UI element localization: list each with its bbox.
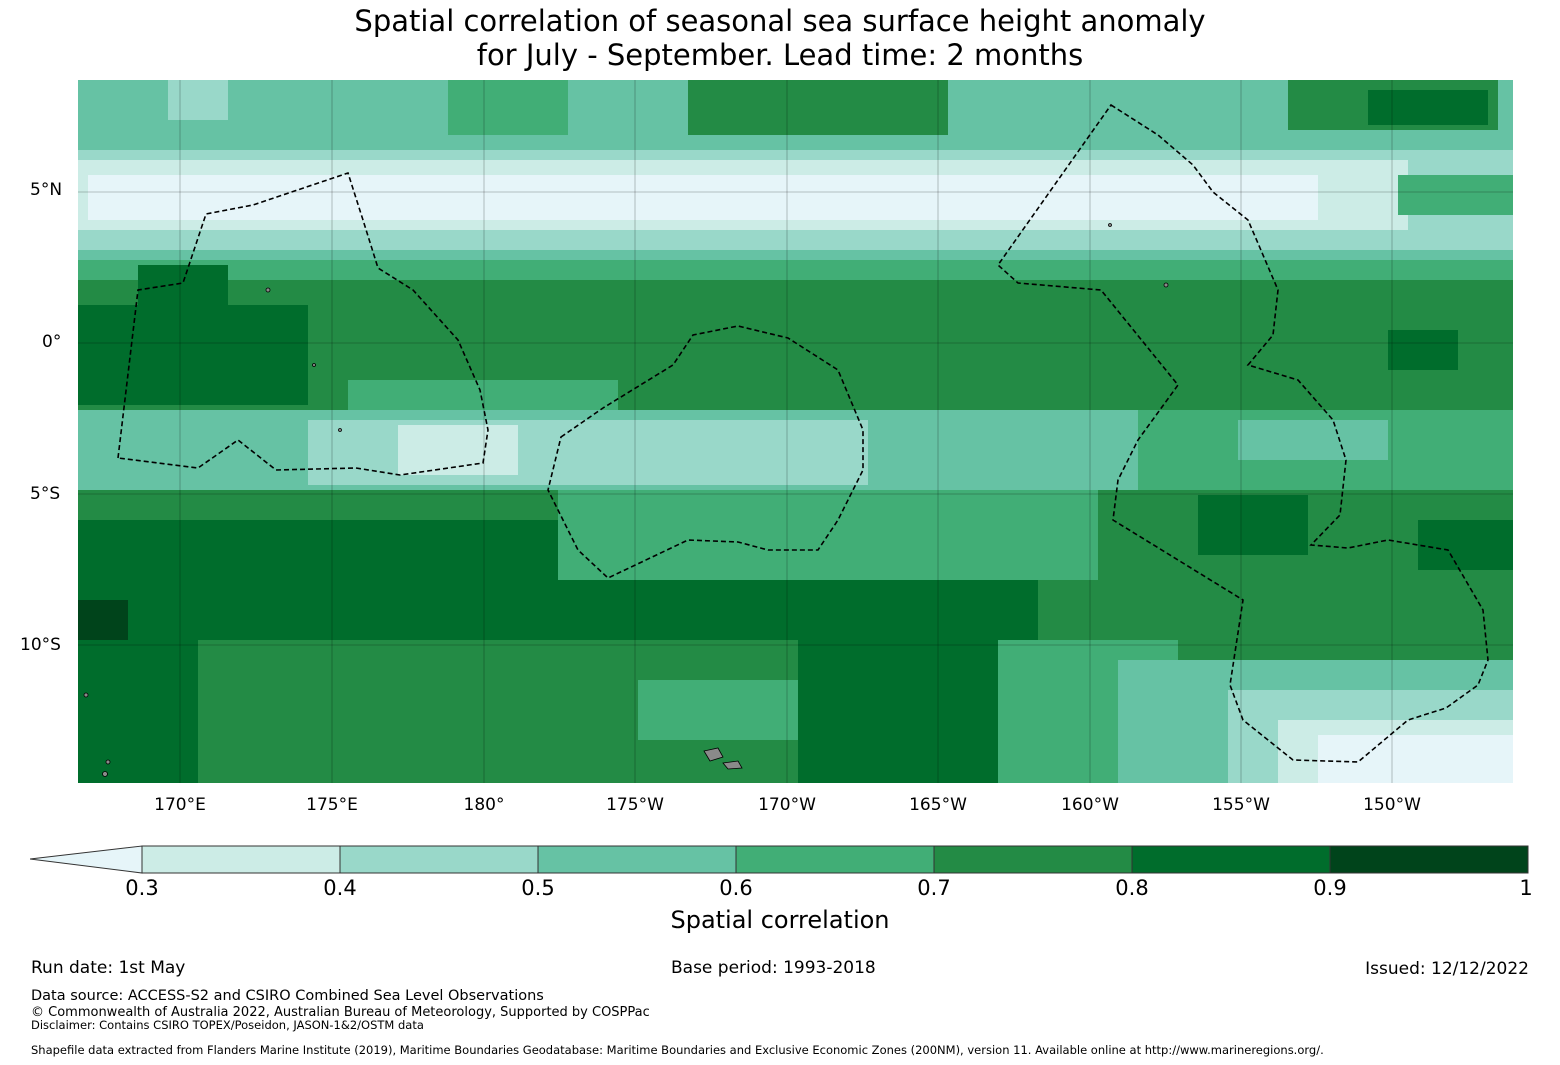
disclaimer: Disclaimer: Contains CSIRO TOPEX/Poseido… — [31, 1018, 424, 1032]
lon-label-175e: 175°E — [306, 795, 358, 815]
colorbar-tick-0.3: 0.3 — [125, 876, 159, 900]
colorbar-tick-0.7: 0.7 — [917, 876, 951, 900]
base-period: Base period: 1993-2018 — [671, 958, 876, 978]
colorbar-tick-0.9: 0.9 — [1313, 876, 1347, 900]
graticule — [78, 80, 1513, 783]
colorbar-segment-5 — [933, 845, 1133, 874]
lon-label-155w: 155°W — [1212, 795, 1270, 815]
islands — [83, 223, 1169, 777]
run-date: Run date: 1st May — [31, 958, 186, 978]
colorbar-tick-0.8: 0.8 — [1115, 876, 1149, 900]
map-title-line1: Spatial correlation of seasonal sea surf… — [354, 4, 1206, 38]
colorbar-segment-6 — [1131, 845, 1331, 874]
colorbar-segment-3 — [537, 845, 737, 874]
colorbar-label: Spatial correlation — [670, 906, 890, 934]
colorbar-segment-2 — [339, 845, 539, 874]
lon-label-175w: 175°W — [606, 795, 664, 815]
map-background — [78, 80, 1513, 783]
colorbar-tick-0.5: 0.5 — [521, 876, 555, 900]
issued-date: Issued: 12/12/2022 — [1365, 959, 1529, 979]
shapefile-credit: Shapefile data extracted from Flanders M… — [31, 1043, 1324, 1057]
correlation-map — [78, 80, 1513, 783]
lon-label-170e: 170°E — [154, 795, 206, 815]
colorbar-tick-0.6: 0.6 — [719, 876, 753, 900]
lon-label-150w: 150°W — [1363, 795, 1421, 815]
lat-label-5s: 5°S — [30, 484, 61, 504]
colorbar-extend-arrow — [30, 845, 143, 874]
eez-boundaries — [117, 103, 1489, 763]
lon-label-170w: 170°W — [758, 795, 816, 815]
colorbar-segment-4 — [735, 845, 935, 874]
lon-label-160w: 160°W — [1061, 795, 1119, 815]
map-title-line2: for July - September. Lead time: 2 month… — [476, 38, 1084, 72]
lat-label-0: 0° — [42, 332, 62, 352]
lat-label-5n: 5°N — [30, 180, 63, 200]
colorbar-segment-7 — [1329, 845, 1529, 874]
colorbar-tick-0.4: 0.4 — [323, 876, 357, 900]
colorbar — [30, 845, 1529, 874]
lat-label-10s: 10°S — [20, 635, 61, 655]
colorbar-tick-1: 1 — [1519, 876, 1533, 900]
lon-label-180: 180° — [463, 795, 505, 815]
colorbar-segment-1 — [141, 845, 341, 874]
data-source: Data source: ACCESS-S2 and CSIRO Combine… — [31, 988, 544, 1004]
lon-label-165w: 165°W — [909, 795, 967, 815]
copyright: © Commonwealth of Australia 2022, Austra… — [31, 1005, 650, 1020]
